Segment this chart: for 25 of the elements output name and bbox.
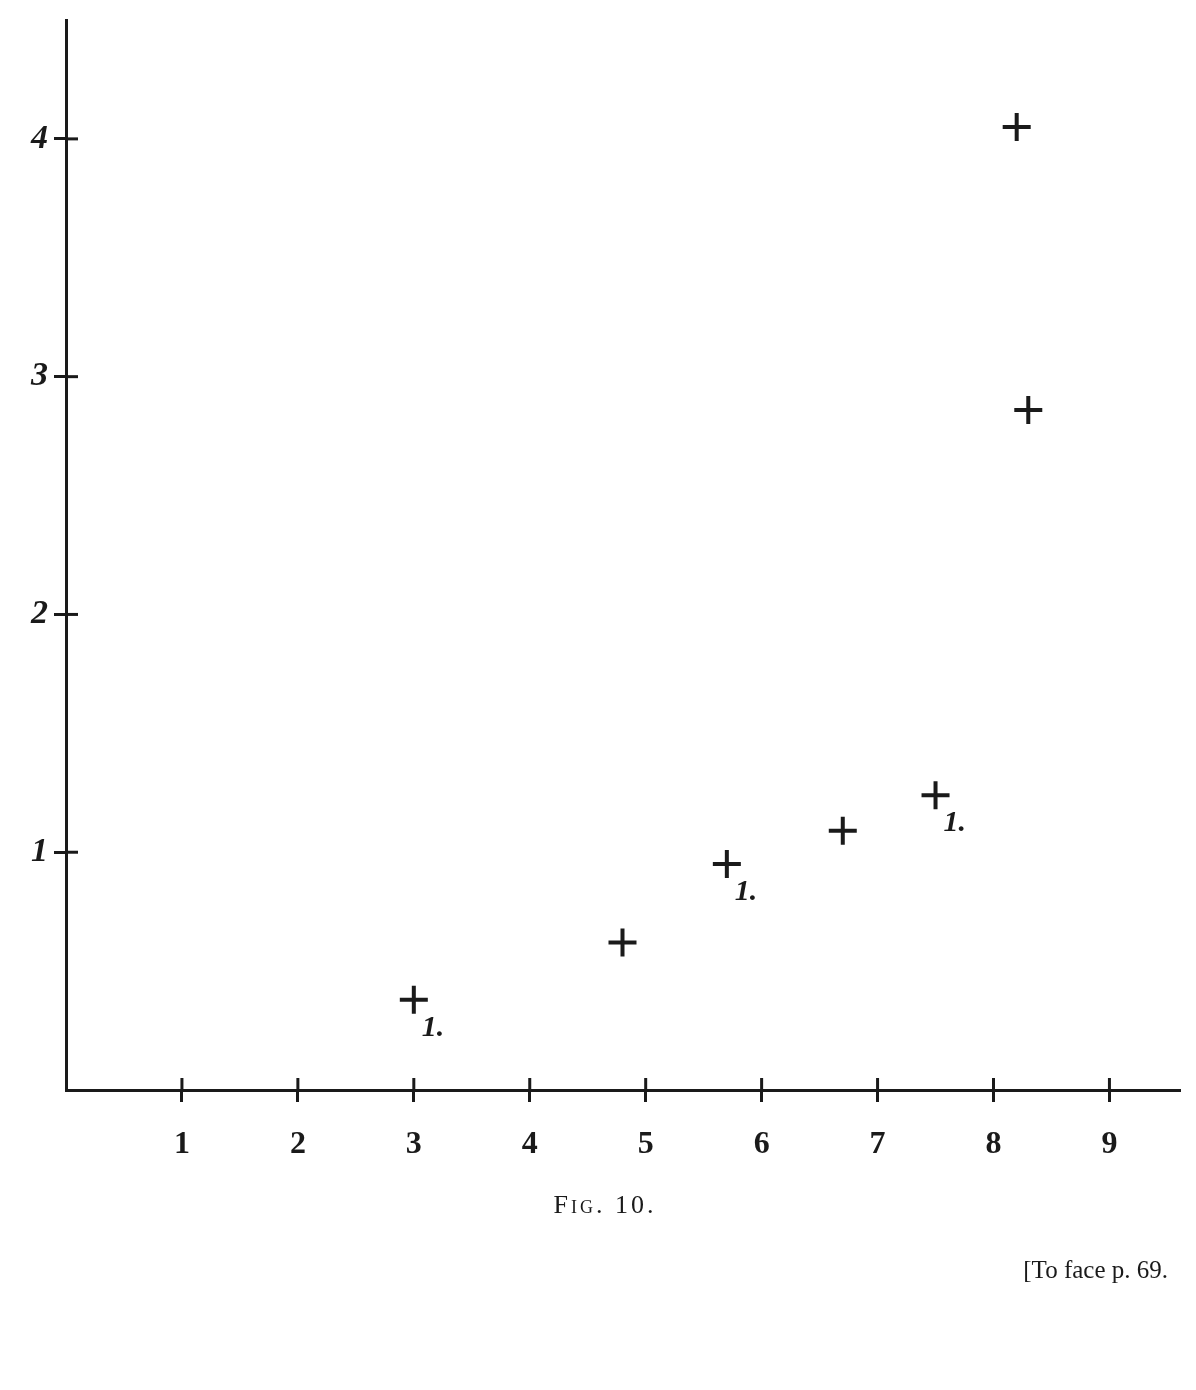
y-tick-label: 3	[30, 355, 48, 393]
caption: Fig. 10.	[552, 1190, 658, 1220]
y-tick-label: 1	[31, 831, 48, 868]
point	[1002, 113, 1031, 141]
annotation: 1.	[421, 1008, 445, 1042]
x-tick-label: 5	[637, 1124, 654, 1161]
point	[921, 781, 950, 810]
y-tick-label: 4	[30, 117, 48, 155]
x-tick-label: 4	[521, 1124, 538, 1161]
annotation: 1.	[943, 804, 967, 838]
x-tick-label: 6	[753, 1124, 770, 1161]
point	[399, 985, 428, 1014]
point	[1014, 395, 1043, 424]
annotation: 1.	[734, 873, 758, 907]
x-tick-label: 1	[173, 1124, 190, 1161]
x-tick-label: 9	[1101, 1124, 1118, 1161]
x-tick-label: 3	[405, 1124, 422, 1161]
y-tick-label: 2	[30, 593, 48, 631]
point	[712, 850, 741, 879]
x-tick-label: 8	[985, 1124, 1002, 1161]
x-tick-label: 2	[289, 1124, 306, 1161]
text: [To face p. 69.	[1023, 1256, 1168, 1284]
point	[608, 928, 637, 957]
x-tick-label: 7	[869, 1124, 886, 1161]
point	[828, 816, 857, 845]
